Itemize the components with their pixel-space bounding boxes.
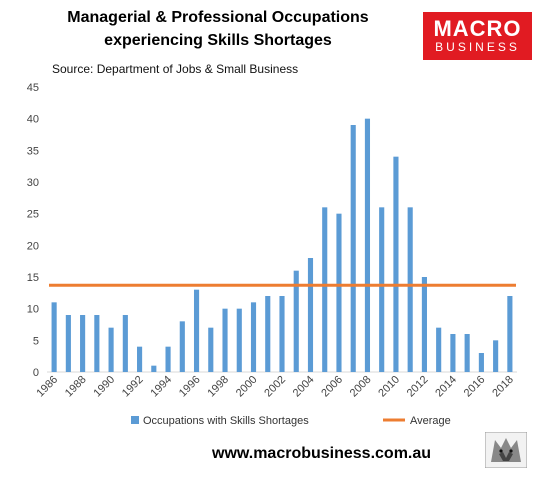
- bar: [364, 118, 371, 373]
- bar: [279, 296, 285, 372]
- bar: [393, 156, 399, 372]
- x-tick-label: 2014: [433, 374, 459, 400]
- bar: [493, 340, 499, 372]
- bar-series: [51, 118, 513, 373]
- legend: Occupations with Skills Shortages Average: [131, 415, 451, 427]
- bar: [122, 315, 128, 372]
- y-tick-label: 10: [27, 304, 39, 316]
- bar: [265, 296, 271, 372]
- x-tick-label: 1996: [177, 374, 203, 400]
- chart-title-line1: Managerial & Professional Occupations: [67, 9, 369, 26]
- bar: [507, 296, 513, 372]
- bar: [51, 302, 57, 372]
- x-axis: 1986 1988 1990 1992 1994 1996 1998 2000 2002 2004…: [34, 371, 517, 400]
- bar: [137, 346, 143, 372]
- y-tick-label: 35: [27, 145, 39, 157]
- bar: [450, 334, 456, 372]
- bar: [379, 207, 385, 372]
- x-tick-label: 2004: [291, 374, 317, 400]
- x-tick-label: 2008: [348, 374, 374, 400]
- y-tick-label: 0: [33, 367, 39, 379]
- bar: [336, 213, 342, 372]
- bar: [478, 353, 484, 372]
- x-tick-label: 1988: [63, 374, 89, 400]
- bar: [165, 346, 171, 372]
- chart-source: Source: Department of Jobs & Small Busin…: [52, 62, 299, 76]
- x-tick-label: 1998: [205, 374, 231, 400]
- y-tick-label: 25: [27, 209, 39, 221]
- logo-line1: MACRO: [433, 16, 522, 41]
- bar: [436, 327, 442, 372]
- website-url[interactable]: www.macrobusiness.com.au: [212, 445, 432, 462]
- legend-line-label: Average: [410, 415, 451, 427]
- legend-bar-label: Occupations with Skills Shortages: [143, 415, 309, 427]
- x-tick-label: 1992: [120, 374, 146, 400]
- x-tick-label: 2000: [234, 374, 260, 400]
- x-tick-label: 1994: [148, 374, 174, 400]
- macrobusiness-logo[interactable]: MACRO BUSINESS: [423, 12, 532, 60]
- x-tick-label: 1990: [91, 374, 117, 400]
- bar: [193, 289, 200, 372]
- logo-line2: BUSINESS: [435, 40, 520, 54]
- x-tick-label: 2002: [262, 374, 288, 400]
- bar: [80, 315, 86, 372]
- bar: [179, 321, 185, 372]
- bar: [421, 277, 427, 372]
- legend-bar-swatch: [131, 416, 139, 424]
- wolf-logo-icon: [485, 432, 527, 468]
- x-tick-label: 2018: [490, 374, 516, 400]
- bar: [322, 207, 328, 372]
- y-tick-label: 20: [27, 240, 39, 252]
- bar: [293, 270, 299, 372]
- bar: [65, 315, 71, 372]
- bar: [151, 365, 157, 372]
- y-tick-label: 30: [27, 177, 39, 189]
- bar: [236, 308, 242, 372]
- x-tick-label: 2010: [376, 374, 402, 400]
- bar: [407, 207, 413, 372]
- bar: [222, 308, 228, 372]
- y-tick-label: 5: [33, 335, 39, 347]
- bar: [350, 125, 356, 372]
- y-tick-label: 40: [27, 114, 39, 126]
- x-tick-label: 2006: [319, 374, 345, 400]
- bar: [307, 258, 314, 372]
- bar: [250, 302, 257, 372]
- chart-title-line2: experiencing Skills Shortages: [104, 32, 332, 49]
- y-tick-label: 15: [27, 272, 39, 284]
- bar: [108, 327, 114, 372]
- y-axis: 0 5 10 15 20 25 30 35 40 45: [27, 82, 39, 379]
- bar: [94, 315, 100, 372]
- x-tick-label: 2012: [405, 374, 431, 400]
- y-tick-label: 45: [27, 82, 39, 94]
- bar: [464, 334, 470, 372]
- x-tick-label: 2016: [462, 374, 488, 400]
- chart-title: Managerial & Professional Occupations ex…: [28, 6, 408, 52]
- bar: [208, 327, 214, 372]
